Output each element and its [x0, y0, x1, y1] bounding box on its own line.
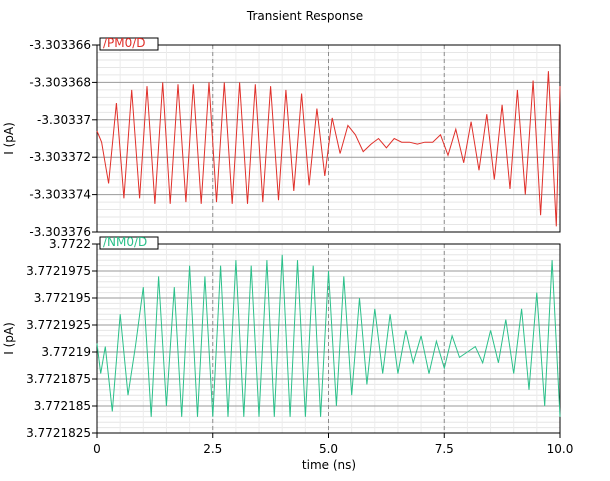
- series-label-box: [99, 236, 159, 250]
- y-tick-label: -3.303372: [29, 150, 91, 164]
- series-line-pm0d: [96, 71, 561, 227]
- y-tick-label: -3.303368: [29, 75, 91, 89]
- y-tick-label: 3.7721825: [26, 426, 91, 440]
- series-line-nm0d: [96, 254, 561, 417]
- y-axis-label: I (pA): [2, 122, 16, 155]
- x-axis: 0 2.5 5.0 7.5 10.0: [93, 433, 573, 456]
- y-tick-label: 3.77219: [41, 345, 91, 359]
- y-tick-label: 3.7721925: [26, 318, 91, 332]
- x-tick-label: 5.0: [319, 442, 338, 456]
- series-label: /NM0/D: [103, 235, 147, 249]
- y-tick-label: 3.772195: [34, 291, 91, 305]
- y-tick-label: 3.772185: [34, 399, 91, 413]
- chart-panels: -3.303366 -3.303368 -3.30337 -3.303372 -3.30…: [2, 36, 573, 456]
- y-tick-label: 3.7722: [49, 237, 91, 251]
- x-tick-label: 7.5: [435, 442, 454, 456]
- series-label-box: [99, 37, 159, 51]
- x-tick-label: 10.0: [547, 442, 574, 456]
- x-tick-label: 0: [93, 442, 101, 456]
- y-tick-label: -3.303366: [29, 38, 91, 52]
- y-tick-label: 3.7721975: [26, 264, 91, 278]
- panel-1: -3.303366 -3.303368 -3.30337 -3.303372 -3.30…: [2, 36, 561, 239]
- y-tick-label: -3.30337: [37, 113, 91, 127]
- y-tick-label: -3.303376: [29, 225, 91, 239]
- x-tick-label: 2.5: [203, 442, 222, 456]
- plot-frame: [96, 44, 561, 233]
- y-tick-label: -3.303374: [29, 188, 91, 202]
- series-label: /PM0/D: [103, 36, 146, 50]
- y-axis-label: I (pA): [2, 322, 16, 355]
- x-axis-label: time (ns): [302, 458, 356, 472]
- chart-title: Transient Response: [246, 9, 363, 23]
- y-tick-label: 3.7721875: [26, 372, 91, 386]
- panel-2: 3.7722 3.7721975 3.772195 3.7721925 3.77219 3…: [2, 235, 561, 440]
